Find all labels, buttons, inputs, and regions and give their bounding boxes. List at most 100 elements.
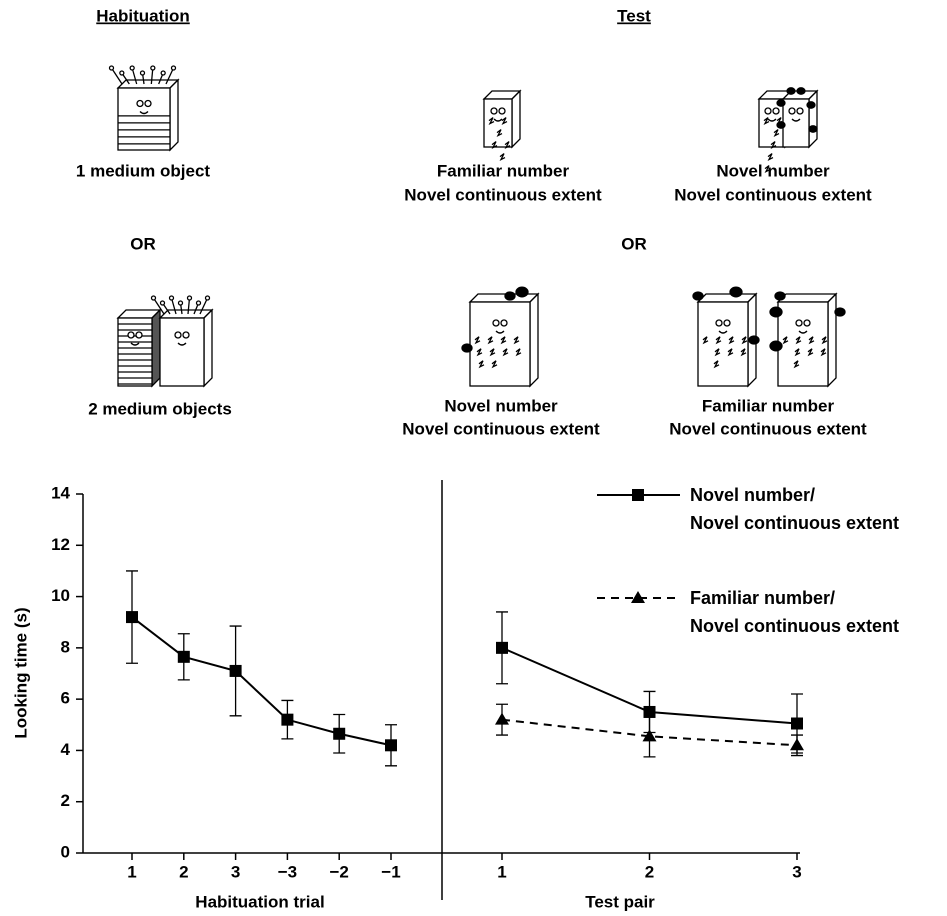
y-tick-label: 2 xyxy=(61,791,70,810)
caption: Novel continuous extent xyxy=(669,419,867,438)
x-tick-label: −3 xyxy=(278,862,297,881)
squiggle xyxy=(821,336,828,345)
y-tick-label: 14 xyxy=(51,483,70,502)
antenna xyxy=(187,297,191,315)
object-illustration xyxy=(769,291,846,388)
eye xyxy=(182,331,190,339)
squiggle xyxy=(728,336,735,345)
box-front xyxy=(117,317,153,387)
y-tick-label: 6 xyxy=(61,689,70,708)
eye xyxy=(715,319,723,327)
squiggle xyxy=(741,336,748,345)
squiggle xyxy=(807,348,814,357)
caption: OR xyxy=(130,234,156,253)
caption: 2 medium objects xyxy=(88,399,232,418)
squiggle xyxy=(773,129,780,138)
box-side xyxy=(511,89,521,149)
smile xyxy=(495,330,505,334)
squiggle xyxy=(740,348,747,357)
object-illustration xyxy=(150,295,214,388)
caption: Novel continuous extent xyxy=(402,419,600,438)
object-illustration xyxy=(692,286,760,388)
x-tick-label: 1 xyxy=(127,862,136,881)
antenna xyxy=(170,297,177,315)
dot xyxy=(692,291,704,301)
dot xyxy=(776,121,786,129)
object-illustration xyxy=(108,65,180,152)
squiggle xyxy=(502,348,509,357)
squiggle xyxy=(702,336,709,345)
x-tick-label: −1 xyxy=(381,862,400,881)
box-front xyxy=(697,301,749,387)
y-tick-label: 10 xyxy=(51,586,70,605)
legend-entry: Familiar number/ Novel continuous extent xyxy=(690,588,900,636)
box-side xyxy=(529,292,539,388)
eye xyxy=(772,107,780,115)
squiggle xyxy=(763,117,770,126)
antenna xyxy=(150,67,154,85)
y-tick-label: 0 xyxy=(61,842,70,861)
squiggle xyxy=(770,141,777,150)
object-illustration xyxy=(461,286,540,388)
eye xyxy=(135,331,143,339)
eye xyxy=(144,99,152,108)
squiggle xyxy=(488,117,495,126)
marker xyxy=(790,738,804,751)
marker xyxy=(229,664,242,677)
x-tick-label: −2 xyxy=(330,862,349,881)
antenna-tip xyxy=(170,65,177,71)
dot xyxy=(461,343,473,353)
box-front xyxy=(777,301,829,387)
object-illustration xyxy=(482,89,522,162)
antenna-tip xyxy=(177,300,184,306)
squiggle xyxy=(713,360,720,369)
box-side xyxy=(203,308,213,388)
squiggle xyxy=(496,129,503,138)
eye xyxy=(136,99,144,108)
box-top xyxy=(468,293,540,303)
squiggle xyxy=(487,336,494,345)
eye xyxy=(498,107,506,115)
squiggle xyxy=(504,141,511,150)
squiggle xyxy=(515,348,522,357)
legend-marker xyxy=(631,591,645,603)
dot xyxy=(515,286,529,298)
squiggle xyxy=(499,153,506,162)
dot xyxy=(776,99,786,107)
caption: OR xyxy=(621,234,647,253)
eye xyxy=(490,107,498,115)
series-line xyxy=(131,616,392,747)
box-front xyxy=(469,301,531,387)
legend-label: Familiar number/ Novel continuous extent xyxy=(690,588,900,636)
eye xyxy=(795,319,803,327)
smile xyxy=(177,342,187,346)
caption: Novel number xyxy=(444,396,558,415)
dot xyxy=(769,340,783,352)
marker xyxy=(177,650,190,663)
antenna-tip xyxy=(168,295,175,301)
x-tick-label: 2 xyxy=(179,862,188,881)
antenna-tip xyxy=(195,300,202,306)
box-top xyxy=(776,293,838,303)
dot xyxy=(769,306,783,318)
marker xyxy=(385,739,397,752)
box-front xyxy=(117,87,171,151)
squiggle xyxy=(727,348,734,357)
smile xyxy=(767,118,777,122)
squiggle xyxy=(767,153,774,162)
squiggle xyxy=(474,336,481,345)
marker xyxy=(281,713,294,726)
marker xyxy=(333,727,346,740)
squiggle xyxy=(500,336,507,345)
caption: Novel continuous extent xyxy=(404,185,602,204)
squiggle xyxy=(793,360,800,369)
smile xyxy=(791,118,801,122)
header: Test xyxy=(617,6,651,25)
box-side xyxy=(169,78,179,152)
box-front xyxy=(159,317,205,387)
y-tick-label: 4 xyxy=(61,740,71,759)
antenna-tip xyxy=(150,295,157,301)
x-tick-label: 3 xyxy=(792,862,801,881)
marker xyxy=(496,641,508,654)
